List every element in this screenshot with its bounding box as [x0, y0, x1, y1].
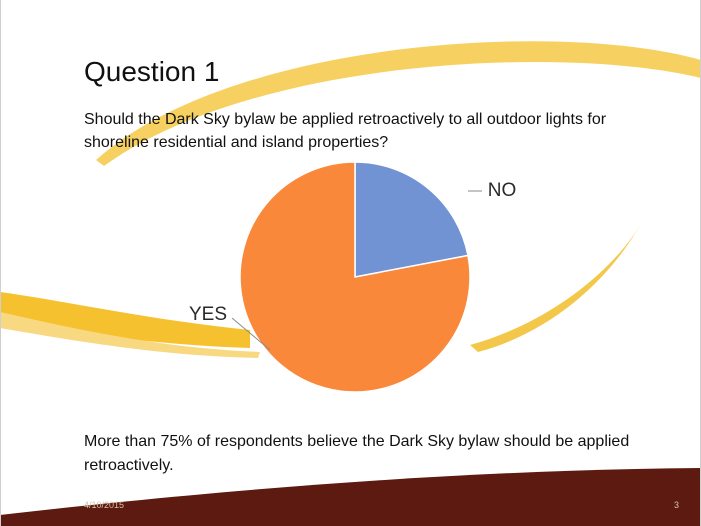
pie-label-no: NO — [488, 180, 517, 201]
swoosh-lower-thin — [0, 312, 260, 358]
pie-slice-yes — [239, 161, 471, 393]
swoosh-upper — [96, 41, 701, 166]
question-text: Should the Dark Sky bylaw be applied ret… — [84, 111, 607, 151]
pie-label-yes: YES — [189, 304, 227, 325]
leader-line-yes — [231, 317, 271, 351]
footer-band — [0, 468, 701, 526]
page-number: 3 — [674, 500, 680, 510]
slide-title: Question 1 — [84, 56, 220, 87]
footer-date: 4/10/2015 — [84, 500, 125, 510]
summary-text: More than 75% of respondents believe the… — [84, 433, 630, 474]
swoosh-lower — [0, 292, 250, 348]
pie-slice-no — [354, 161, 469, 278]
